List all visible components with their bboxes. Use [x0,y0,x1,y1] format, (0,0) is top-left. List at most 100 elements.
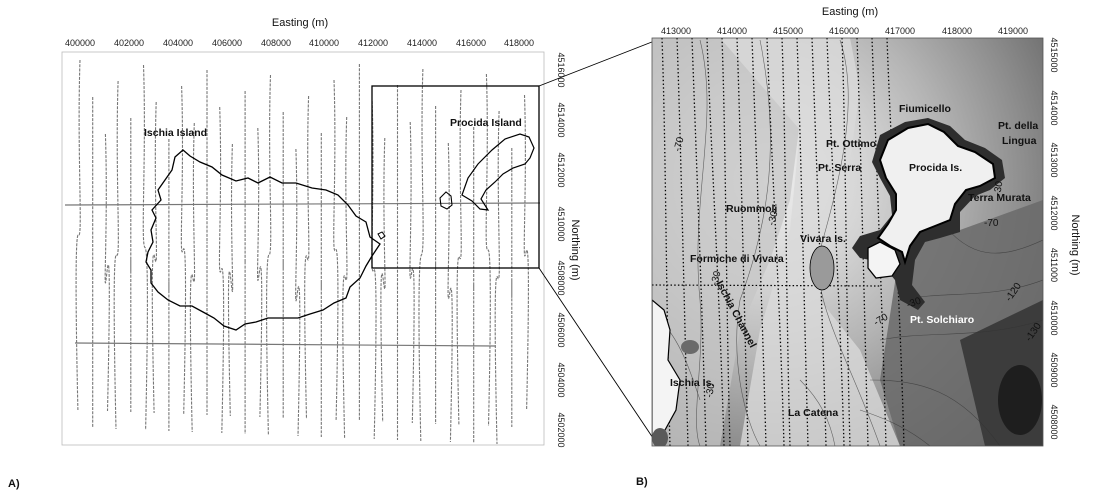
place-lingua: Lingua [1002,135,1037,147]
x-tick: 404000 [163,38,193,48]
survey-trackline [304,95,310,420]
panel-a-x-ticks: 400000 402000 404000 406000 408000 41000… [65,38,534,48]
panel-b-tracklines [661,38,905,446]
x-tick: 410000 [309,38,339,48]
ischia-shoal [652,428,668,446]
survey-trackline [371,100,377,440]
survey-trackline [342,116,348,439]
procida-island-outline-small [461,133,535,211]
place-ruommoli: Ruommoli [726,203,777,215]
survey-trackline [227,143,234,417]
y-tick: 4514000 [1049,90,1059,125]
survey-trackline [295,148,301,437]
x-tick: 418000 [504,38,534,48]
y-tick: 4504000 [556,362,566,397]
panel-b-frame [651,37,1044,447]
x-tick: 419000 [998,26,1028,36]
x-tick: 402000 [114,38,144,48]
survey-trackline [721,38,731,446]
panel-b-x-ticks: 413000 414000 415000 416000 417000 41800… [661,26,1028,36]
x-tick: 400000 [65,38,95,48]
y-tick: 4510000 [556,206,566,241]
survey-trackline [142,64,148,431]
zoom-connector-top [538,39,658,87]
x-tick: 417000 [885,26,915,36]
procida-island-label: Procida Island [450,117,522,129]
survey-trackline [494,110,500,445]
survey-trackline [113,80,119,430]
survey-trackline [523,94,529,411]
place-vivara-is: Vivara Is. [800,233,846,245]
survey-trackline [266,74,272,436]
survey-trackline [736,38,749,446]
panel-a-y-ticks: 4516000 4514000 4512000 4510000 4508000 … [556,52,566,447]
survey-trackline [151,101,157,414]
x-tick: 415000 [773,26,803,36]
y-tick: 4510000 [1049,300,1059,335]
survey-trackline [856,38,869,446]
place-formiche-di-vivara: Formiche di Vivara [690,253,784,265]
y-tick: 4516000 [556,52,566,87]
survey-trackline [189,122,196,433]
place-pt-solchiaro: Pt. Solchiaro [910,314,974,326]
panel-b-label: B) [636,476,648,488]
y-tick: 4506000 [556,312,566,347]
survey-trackline [218,106,225,434]
panel-a-frame [61,51,545,446]
survey-trackline [104,133,110,412]
y-tick: 4513000 [1049,142,1059,177]
survey-trackline [841,38,851,446]
y-tick: 4508000 [556,260,566,295]
panel-b-x-title: Easting (m) [822,6,878,18]
survey-trackline [661,38,671,446]
procida-island-land [876,122,997,266]
x-tick: 416000 [456,38,486,48]
survey-trackline [796,38,809,446]
survey-trackline [418,68,424,442]
y-tick: 4515000 [1049,37,1059,72]
contour-label: -70 [984,218,999,229]
depth-band-shallow [720,38,900,446]
place-ischia-is: Ischia Is. [670,377,714,389]
panel-a-y-title: Northing (m) [569,219,581,280]
x-tick: 408000 [261,38,291,48]
panel-a: Easting (m) 400000 402000 404000 406000 … [8,17,581,490]
panel-b-y-title: Northing (m) [1069,214,1081,275]
survey-trackline [447,142,453,443]
panel-b-crossline [652,284,881,287]
place-fiumicello: Fiumicello [899,103,951,115]
x-tick: 412000 [358,38,388,48]
survey-trackline [75,59,81,411]
x-tick: 414000 [717,26,747,36]
y-tick: 4502000 [556,412,566,447]
place-pt-della: Pt. della [998,120,1038,132]
place-pt-serra: Pt. Serra [818,162,861,174]
contour-label: -30 [709,270,723,287]
panel-a-crossline-north [64,202,541,206]
panel-a-label: A) [8,478,20,490]
x-tick: 413000 [661,26,691,36]
survey-trackline [333,79,339,421]
survey-trackline [781,38,791,446]
vivara-island-land [867,241,901,279]
place-pt-ottimo: Pt. Ottimo [826,138,876,150]
ischia-island-outline [145,149,381,331]
bathymetry-map [652,38,1043,446]
small-islet [377,231,386,240]
zoom-connector-bottom [538,267,658,445]
contour-label: -70 [672,136,686,153]
depth-basin [998,365,1042,435]
shoal-marker [681,340,699,354]
y-tick: 4512000 [556,152,566,187]
survey-trackline [456,89,462,426]
panel-b: Easting (m) 413000 414000 415000 416000 … [636,6,1081,488]
panel-a-tracklines [75,59,529,445]
survey-trackline [180,85,187,415]
formiche-shoal [809,245,835,291]
survey-trackline [380,137,386,423]
zoom-box [371,85,540,269]
x-tick: 414000 [407,38,437,48]
y-tick: 4508000 [1049,404,1059,439]
ischia-island-label: Ischia Island [144,127,207,139]
